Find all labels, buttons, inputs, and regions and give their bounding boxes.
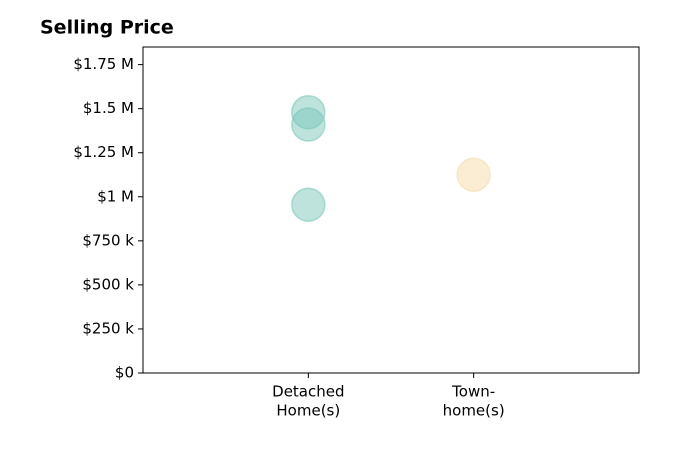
plot-frame [142,46,640,374]
y-tick-label: $1.25 M [73,143,134,161]
x-tick-label: Detached [272,383,344,401]
x-tick-label: Home(s) [276,402,340,420]
y-tick-label: $1.75 M [73,55,134,73]
x-tick-label: home(s) [443,402,505,420]
y-tick-label: $250 k [82,319,134,337]
chart-title: Selling Price [40,17,174,39]
y-tick-label: $0 [115,364,134,382]
point [291,107,326,142]
point [291,187,326,222]
y-tick-label: $750 k [82,231,134,249]
x-tick-label: Town- [451,383,495,401]
y-tick-label: $1.5 M [83,99,134,117]
point [456,157,491,193]
y-tick-label: $500 k [82,275,134,293]
y-tick-label: $1 M [97,187,134,205]
